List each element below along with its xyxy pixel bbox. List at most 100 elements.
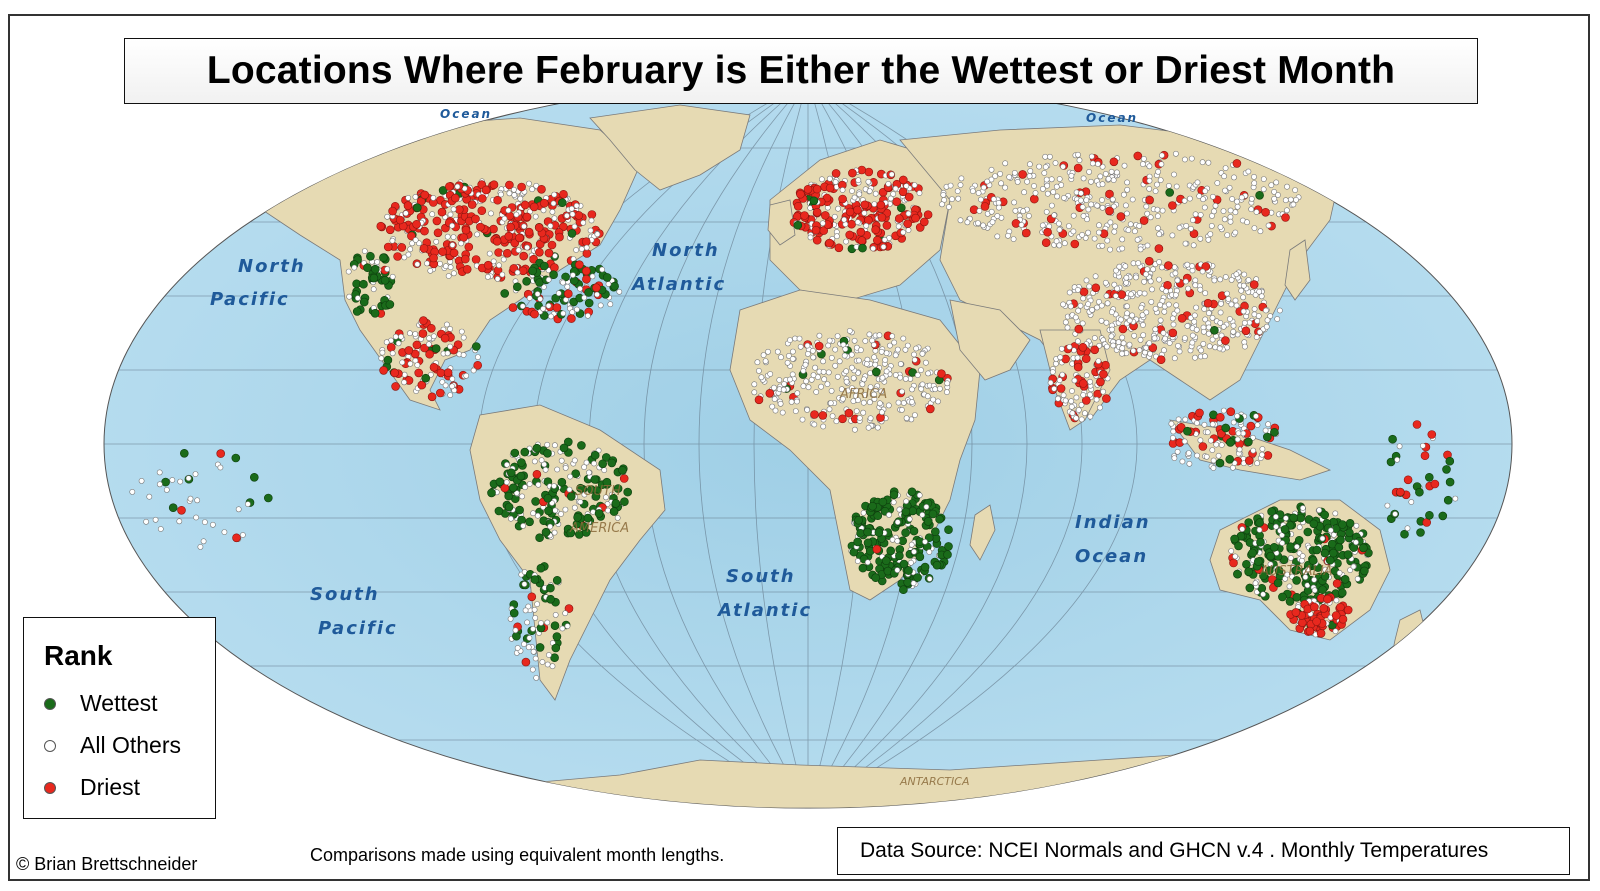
station-marker <box>900 229 907 236</box>
station-marker <box>1296 524 1303 531</box>
station-marker <box>429 253 438 263</box>
station-marker <box>517 515 526 525</box>
station-marker <box>484 273 491 280</box>
station-marker <box>442 382 449 389</box>
station-marker <box>409 240 415 247</box>
station-marker <box>192 471 199 477</box>
wettest-dot-icon <box>44 697 56 710</box>
station-marker <box>239 532 246 538</box>
station-marker <box>514 269 521 276</box>
station-marker <box>1096 377 1105 387</box>
station-marker <box>449 248 459 258</box>
station-marker <box>1100 388 1106 395</box>
station-marker <box>845 207 855 217</box>
station-marker <box>1202 290 1209 296</box>
station-marker <box>550 653 559 663</box>
station-marker <box>1099 197 1105 203</box>
station-marker <box>820 358 826 365</box>
station-marker <box>535 533 544 543</box>
station-marker <box>1216 345 1223 352</box>
station-marker <box>903 578 913 587</box>
station-marker <box>819 176 825 183</box>
station-marker <box>501 215 508 222</box>
station-marker <box>429 211 436 218</box>
station-marker <box>1442 465 1451 474</box>
station-marker <box>1201 421 1208 428</box>
station-marker <box>1338 520 1347 529</box>
station-marker <box>1060 301 1066 308</box>
station-marker <box>1177 313 1187 323</box>
station-marker <box>1244 437 1253 447</box>
station-marker <box>1260 591 1266 598</box>
station-marker <box>1189 339 1196 346</box>
station-marker <box>809 196 819 206</box>
station-marker <box>825 369 832 376</box>
station-marker <box>602 273 612 282</box>
station-marker <box>512 631 521 641</box>
station-marker <box>544 441 551 448</box>
station-marker <box>1340 574 1350 584</box>
station-marker <box>391 382 400 391</box>
station-marker <box>384 213 391 220</box>
station-marker <box>519 251 529 261</box>
station-marker <box>574 306 580 313</box>
station-marker <box>1211 277 1218 284</box>
station-marker <box>1294 543 1300 550</box>
station-marker <box>891 339 898 346</box>
station-marker <box>1147 214 1154 221</box>
station-marker <box>447 211 454 218</box>
station-marker <box>1155 168 1161 175</box>
station-marker <box>1170 434 1176 441</box>
station-marker <box>1124 303 1130 310</box>
station-marker <box>1099 369 1108 379</box>
station-marker <box>1260 176 1267 182</box>
station-marker <box>521 581 528 587</box>
station-marker <box>433 228 443 238</box>
label-south-atlantic-1: South <box>726 566 796 587</box>
station-marker <box>604 501 611 507</box>
label-australia: AUSTRALIA <box>1259 564 1333 579</box>
station-marker <box>870 245 876 252</box>
station-marker <box>1229 558 1238 568</box>
station-marker <box>844 408 854 418</box>
station-marker <box>833 418 840 425</box>
station-marker <box>1069 388 1075 394</box>
station-marker <box>518 266 528 276</box>
station-marker <box>908 559 914 566</box>
station-marker <box>526 180 532 187</box>
station-marker <box>592 283 601 293</box>
station-marker <box>1156 231 1163 238</box>
station-marker <box>438 186 448 195</box>
station-marker <box>412 193 419 200</box>
station-marker <box>605 281 612 287</box>
station-marker <box>1134 236 1141 243</box>
station-marker <box>1179 458 1186 465</box>
station-marker <box>161 477 170 487</box>
station-marker <box>1427 430 1437 439</box>
station-marker <box>1189 263 1195 269</box>
station-marker <box>1157 301 1163 308</box>
station-marker <box>780 386 787 393</box>
station-marker <box>845 230 855 240</box>
station-marker <box>1105 175 1112 182</box>
station-marker <box>1061 240 1068 247</box>
station-marker <box>857 236 867 245</box>
station-marker <box>1246 421 1256 431</box>
station-marker <box>401 379 407 386</box>
station-marker <box>476 222 485 232</box>
station-marker <box>1234 541 1243 551</box>
station-marker <box>765 348 771 355</box>
station-marker <box>1137 246 1144 253</box>
station-marker <box>781 381 787 387</box>
station-marker <box>412 220 421 229</box>
station-marker <box>433 238 440 245</box>
station-marker <box>601 467 608 473</box>
station-marker <box>894 519 901 525</box>
station-marker <box>1124 210 1130 217</box>
station-marker <box>609 507 619 516</box>
station-marker <box>511 192 518 198</box>
station-marker <box>395 215 405 225</box>
station-marker <box>767 371 774 377</box>
station-marker <box>591 492 601 501</box>
station-marker <box>853 537 863 547</box>
